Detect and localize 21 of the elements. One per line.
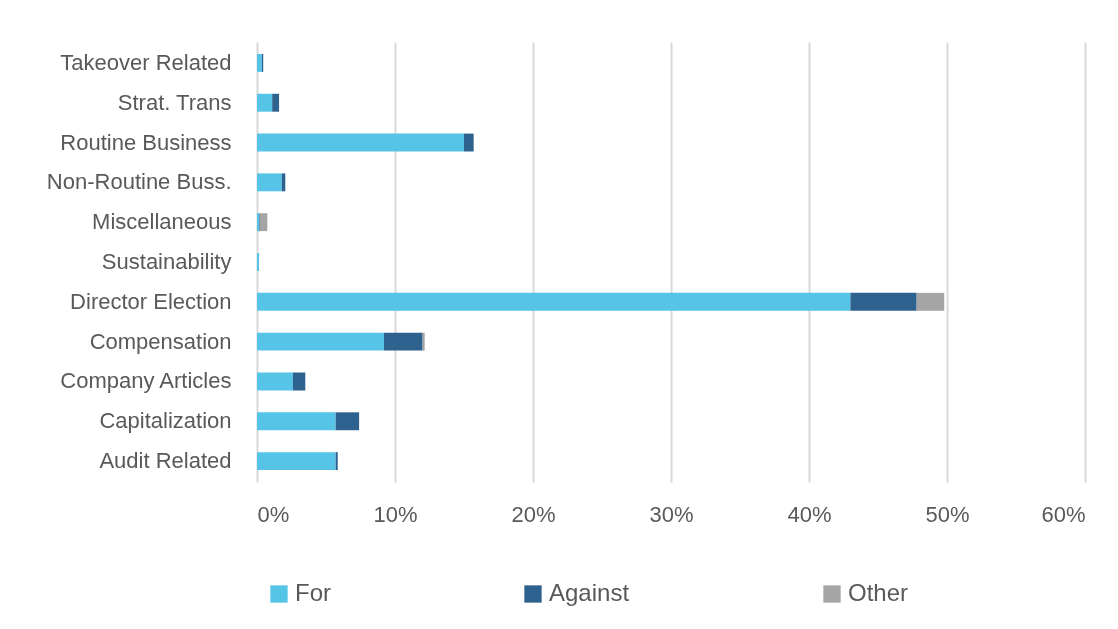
legend-label: For [295, 579, 332, 606]
x-tick-label: 0% [257, 501, 290, 527]
y-tick-label: Sustainability [101, 249, 232, 274]
y-tick-label: Company Articles [60, 368, 232, 394]
legend-label: Against [549, 579, 630, 606]
y-tick-label: Routine Business [60, 129, 232, 155]
y-tick-label: Director Election [70, 288, 232, 314]
y-tick-label: Capitalization [99, 408, 232, 434]
x-tick-label: 10% [373, 501, 418, 527]
x-tick-label: 60% [1041, 501, 1086, 527]
y-tick-label: Audit Related [99, 448, 232, 474]
x-tick-label: 50% [925, 501, 970, 527]
y-tick-label: Compensation [89, 328, 232, 354]
legend-label: Other [848, 579, 909, 606]
y-tick-label: Takeover Related [60, 49, 232, 75]
x-tick-label: 20% [511, 501, 556, 527]
y-tick-label: Non-Routine Buss. [46, 169, 232, 195]
x-tick-label: 30% [649, 501, 694, 527]
x-tick-label: 40% [787, 501, 832, 527]
y-tick-label: Miscellaneous [92, 209, 232, 235]
y-tick-label: Strat. Trans [117, 89, 232, 115]
